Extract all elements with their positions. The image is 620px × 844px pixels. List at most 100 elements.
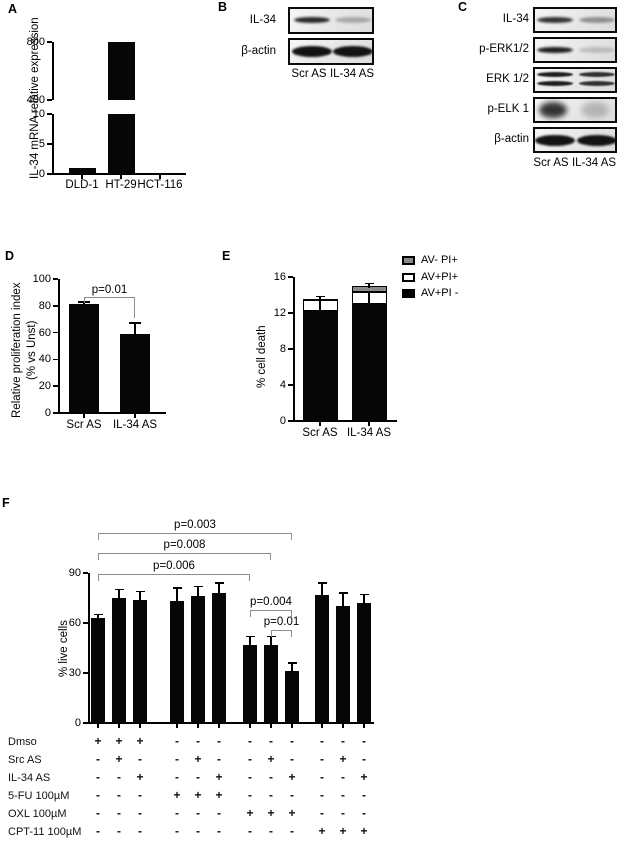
panel-f-xtick-2 bbox=[139, 724, 141, 728]
panel-b-lane-label-0: Scr AS bbox=[291, 68, 327, 80]
panel-f-sign-0-6: - bbox=[248, 734, 252, 748]
panel-d-xtick-1 bbox=[134, 414, 136, 418]
panel-f-error-4-cap bbox=[193, 585, 203, 588]
panel-e-ytick-8-mark bbox=[288, 348, 293, 350]
panel-f-error-1-cap bbox=[114, 588, 124, 591]
panel-f-error-9-cap bbox=[317, 582, 327, 584]
panel-f-sign-3-7: - bbox=[269, 788, 273, 802]
panel-f-sign-0-8: - bbox=[290, 734, 294, 748]
panel-f-ytick-90-mark bbox=[83, 572, 88, 574]
panel-f-bar-1 bbox=[112, 598, 126, 723]
panel-f-ytick-30-mark bbox=[83, 672, 88, 674]
panel-b-band-β-actin-lane1 bbox=[333, 46, 372, 57]
panel-f-sign-5-0: - bbox=[96, 824, 100, 838]
panel-f-bracket-p=0.008-label: p=0.008 bbox=[163, 539, 206, 551]
panel-d-ytick-40-label: 40 bbox=[38, 353, 51, 366]
panel-f-sign-5-4: - bbox=[196, 824, 200, 838]
panel-f-sign-1-9: - bbox=[320, 752, 324, 766]
panel-f-xtick-5 bbox=[218, 724, 220, 728]
panel-f-error-2-cap bbox=[135, 590, 145, 593]
panel-a-category-1: HT-29 bbox=[105, 179, 137, 191]
panel-d-bracket-label: p=0.01 bbox=[91, 284, 128, 296]
panel-a-bar-DLD-1 bbox=[68, 168, 96, 174]
panel-b-letter: B bbox=[218, 0, 228, 14]
panel-a-ytick-0-mark bbox=[47, 173, 52, 175]
panel-c-blot-box-1 bbox=[533, 37, 617, 63]
panel-f-ytick-0-label: 0 bbox=[74, 717, 81, 729]
panel-f-x-axis bbox=[88, 722, 374, 724]
panel-f-sign-2-0: - bbox=[96, 770, 100, 784]
panel-a-category-0: DLD-1 bbox=[65, 179, 99, 191]
panel-d-y-axis bbox=[58, 279, 60, 414]
panel-f-sign-0-0: + bbox=[94, 734, 102, 748]
panel-f-bracket-p=0.003-l bbox=[98, 533, 100, 540]
panel-d-bar-1 bbox=[120, 333, 150, 413]
panel-f-xtick-4 bbox=[197, 724, 199, 728]
panel-f-error-6-cap bbox=[245, 635, 255, 638]
panel-c-band-p-ERK1/2-lane1 bbox=[579, 47, 615, 53]
panel-f-ytick-90-label: 90 bbox=[68, 567, 81, 579]
panel-f-error-9-stem bbox=[321, 583, 323, 597]
panel-f-sign-4-7: + bbox=[267, 806, 275, 820]
panel-e-ytick-12-label: 12 bbox=[273, 307, 286, 319]
panel-f-sign-3-8: - bbox=[290, 788, 294, 802]
panel-f-sign-4-10: - bbox=[341, 806, 345, 820]
panel-f-sign-1-11: - bbox=[362, 752, 366, 766]
panel-d-ytick-80-label: 80 bbox=[38, 299, 51, 312]
panel-c-band-ERK 1/2-lane0 bbox=[537, 81, 573, 86]
panel-f-bar-7 bbox=[264, 644, 278, 723]
panel-f-sign-3-11: - bbox=[362, 788, 366, 802]
panel-e-segment-0-0 bbox=[302, 311, 338, 421]
panel-a-xtick-2 bbox=[159, 175, 161, 179]
panel-a-y-axis-lower bbox=[52, 114, 54, 175]
panel-f-sign-2-7: - bbox=[269, 770, 273, 784]
panel-f-sign-3-6: - bbox=[248, 788, 252, 802]
panel-f-bracket-p=0.008-h bbox=[98, 553, 271, 555]
panel-f-sign-5-6: - bbox=[248, 824, 252, 838]
panel-f-sign-1-3: - bbox=[175, 752, 179, 766]
panel-f-bar-9 bbox=[315, 594, 329, 723]
panel-f-sign-1-2: - bbox=[138, 752, 142, 766]
panel-f-sign-2-1: - bbox=[117, 770, 121, 784]
panel-f-error-7-stem bbox=[270, 636, 272, 647]
panel-a-ytick-400-mark bbox=[47, 99, 52, 101]
panel-f-bracket-p=0.01-h bbox=[271, 630, 292, 632]
panel-f-xtick-1 bbox=[118, 724, 120, 728]
panel-f-error-11-stem bbox=[363, 594, 365, 605]
panel-d-category-1: IL-34 AS bbox=[112, 419, 158, 431]
panel-f-bar-5 bbox=[212, 593, 226, 723]
panel-e-xtick-0 bbox=[319, 422, 321, 426]
panel-f-bracket-p=0.006-l bbox=[98, 574, 100, 581]
panel-f-sign-0-4: - bbox=[196, 734, 200, 748]
panel-f-sign-5-2: - bbox=[138, 824, 142, 838]
panel-a-bar-upper-HT-29 bbox=[107, 42, 135, 100]
panel-f-sign-4-2: - bbox=[138, 806, 142, 820]
panel-f-bar-4 bbox=[191, 596, 205, 723]
panel-f-bracket-p=0.004-h bbox=[250, 610, 292, 612]
panel-e-ytick-12-mark bbox=[288, 312, 293, 314]
panel-a-ytick-5-label: 5 bbox=[38, 138, 45, 150]
panel-e-inner-error-1 bbox=[368, 292, 370, 303]
panel-e-legend-swatch-0 bbox=[402, 256, 415, 265]
panel-e-category-1: IL-34 AS bbox=[346, 427, 392, 439]
panel-f-bar-2 bbox=[133, 599, 147, 723]
panel-e-legend-label-1: AV+PI+ bbox=[421, 270, 459, 283]
panel-e-ytick-16-label: 16 bbox=[273, 271, 286, 283]
panel-d-error-0-stem bbox=[83, 301, 85, 307]
panel-f-ytick-60-label: 60 bbox=[68, 617, 81, 629]
panel-e-ytick-8-label: 8 bbox=[279, 343, 286, 355]
panel-f-xtick-9 bbox=[321, 724, 323, 728]
panel-f-sign-0-11: - bbox=[362, 734, 366, 748]
panel-f-sign-4-11: - bbox=[362, 806, 366, 820]
panel-f-bracket-p=0.01-label: p=0.01 bbox=[263, 616, 300, 628]
panel-c-band-ERK 1/2-lane1 bbox=[579, 81, 615, 86]
panel-f-xtick-10 bbox=[342, 724, 344, 728]
panel-c-lane-label-1: IL-34 AS bbox=[571, 157, 617, 169]
panel-f-xtick-6 bbox=[249, 724, 251, 728]
panel-e-error-1-cap bbox=[364, 282, 374, 285]
panel-d-xtick-0 bbox=[83, 414, 85, 418]
panel-f-error-11-cap bbox=[359, 593, 369, 596]
panel-e-category-0: Scr AS bbox=[302, 427, 338, 439]
panel-f-sign-2-6: - bbox=[248, 770, 252, 784]
panel-f-sign-3-3: + bbox=[173, 788, 181, 802]
